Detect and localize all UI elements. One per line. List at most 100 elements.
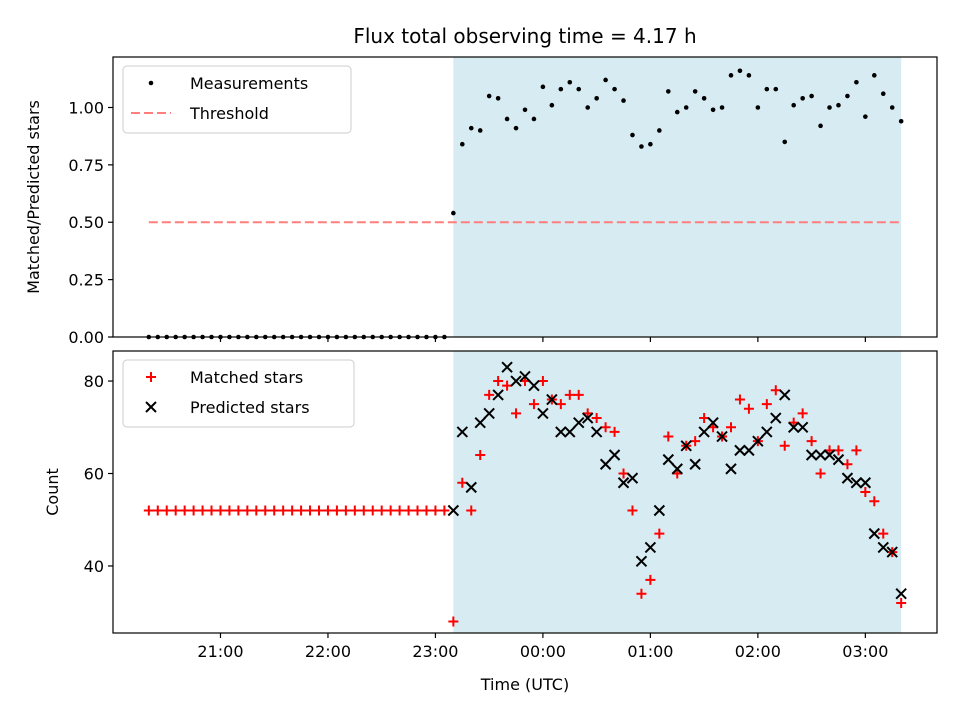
predicted-star-point (886, 546, 898, 558)
matched-star-point (475, 450, 486, 461)
measurement-point (630, 132, 635, 138)
predicted-star-point (814, 449, 827, 461)
matched-star-point (269, 505, 280, 516)
measurement-point (871, 73, 877, 78)
matched-star-point (511, 408, 522, 419)
measurement-point (540, 84, 546, 90)
measurement-point (836, 102, 841, 108)
predicted-star-point (447, 504, 460, 517)
x-tick-label: 23:00 (412, 642, 458, 661)
predicted-star-point (528, 379, 540, 392)
matched-star-point (636, 588, 647, 599)
measurement-point (603, 77, 608, 83)
y-tick-label: 1.00 (68, 98, 104, 117)
x-tick-label: 22:00 (305, 642, 351, 661)
matched-star-point (573, 389, 584, 400)
measurement-point (513, 125, 519, 131)
measurement-point (898, 118, 904, 124)
matched-star-point (779, 440, 790, 451)
matched-star-point (197, 505, 208, 516)
predicted-star-point (689, 458, 701, 470)
measurement-point (558, 86, 564, 92)
matched-star-point (296, 505, 307, 516)
matched-star-point (564, 389, 575, 400)
y-tick-label: 0.00 (68, 328, 104, 347)
measurement-point (594, 96, 599, 101)
predicted-star-point (474, 416, 486, 429)
matched-star-point (878, 528, 889, 539)
measurement-point (880, 91, 886, 97)
predicted-star-point (743, 444, 755, 457)
matched-star-point (600, 422, 611, 433)
predicted-star-point (510, 375, 522, 387)
predicted-star-point (537, 407, 549, 420)
predicted-star-point (555, 426, 567, 438)
matched-star-point (403, 505, 414, 516)
matched-star-point (743, 403, 754, 414)
predicted-star-point (770, 412, 782, 424)
matched-star-point (278, 505, 289, 516)
measurement-point (710, 107, 716, 113)
predicted-star-point (671, 463, 683, 475)
x-tick-label: 01:00 (627, 642, 673, 661)
measurement-point (827, 105, 832, 110)
predicted-star-point (761, 426, 773, 438)
legend-label: Predicted stars (190, 398, 310, 417)
y-axis-label: Matched/Predicted stars (24, 100, 43, 294)
matched-star-point (618, 468, 629, 479)
predicted-star-point (779, 389, 791, 401)
predicted-star-point (832, 453, 845, 466)
matched-star-point (412, 505, 423, 516)
y-tick-label: 0.50 (68, 213, 104, 232)
legend-matched-marker (146, 372, 156, 382)
measurement-point (719, 105, 725, 110)
measurement-point (764, 86, 770, 92)
predicted-star-point (734, 444, 746, 457)
matched-star-point (215, 505, 226, 516)
matched-star-point (734, 394, 745, 405)
matched-star-point (287, 505, 298, 516)
measurement-point (809, 93, 814, 99)
matched-star-point (224, 505, 235, 516)
matched-star-point (430, 505, 441, 516)
measurement-point (863, 114, 868, 119)
measurement-point (567, 79, 573, 85)
measurement-point (674, 109, 680, 115)
measurement-point (585, 105, 590, 110)
measurement-point (854, 79, 859, 85)
x-tick-label: 21:00 (197, 642, 243, 661)
predicted-star-point (805, 449, 818, 461)
matched-star-point (815, 468, 826, 479)
matched-star-point (645, 574, 656, 585)
matched-star-point (761, 399, 772, 410)
predicted-star-point (752, 435, 764, 447)
matched-star-point (770, 385, 781, 396)
matched-star-point (654, 528, 665, 539)
legend-predicted-marker (145, 401, 157, 413)
x-axis-label: Time (UTC) (480, 675, 569, 694)
predicted-star-point (626, 472, 639, 484)
measurement-point (773, 86, 779, 92)
matched-star-point (869, 496, 880, 507)
measurement-point (639, 144, 644, 149)
matched-star-point (842, 459, 853, 470)
measurement-point (800, 96, 805, 101)
matched-star-point (314, 505, 325, 516)
predicted-star-point (546, 393, 558, 406)
matched-star-point (260, 505, 271, 516)
predicted-star-point (635, 555, 648, 568)
predicted-star-point (456, 426, 469, 438)
legend-measurement-marker (148, 80, 154, 86)
matched-star-point (896, 597, 907, 608)
matched-star-point (161, 505, 172, 516)
matched-star-point (493, 376, 504, 387)
matched-star-point (152, 505, 163, 516)
matched-star-point (591, 413, 602, 424)
matched-star-point (806, 436, 817, 447)
matched-star-point (502, 380, 513, 391)
matched-star-point (448, 616, 459, 627)
matched-star-point (305, 505, 316, 516)
predicted-star-point (895, 587, 907, 600)
